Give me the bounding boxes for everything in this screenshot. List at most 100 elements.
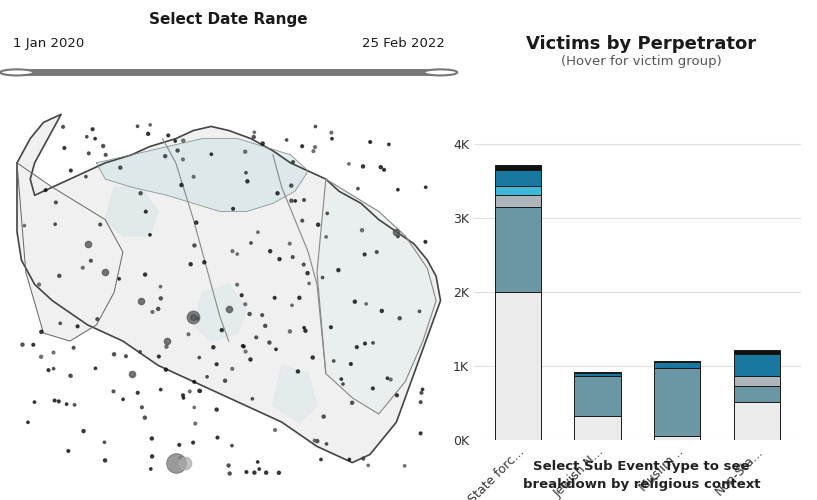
Point — [346, 399, 359, 407]
Point — [391, 232, 404, 240]
Point — [241, 178, 254, 186]
Point — [54, 320, 67, 328]
Point — [259, 322, 272, 330]
Point — [89, 364, 102, 372]
Point — [134, 348, 147, 356]
Point — [381, 374, 394, 382]
Point — [292, 294, 306, 302]
Point — [168, 137, 181, 145]
Point — [222, 304, 235, 312]
Bar — [574, 372, 621, 374]
Point — [219, 376, 232, 384]
Point — [280, 136, 293, 144]
Point — [398, 462, 411, 470]
Bar — [734, 376, 780, 386]
Point — [215, 326, 228, 334]
Text: Select Date Range: Select Date Range — [150, 12, 308, 26]
Point — [172, 441, 185, 449]
Point — [248, 128, 261, 136]
Point — [194, 387, 207, 395]
Point — [159, 366, 172, 374]
Point — [230, 280, 243, 288]
Point — [356, 162, 369, 170]
Point — [343, 456, 356, 464]
Point — [236, 342, 249, 350]
Point — [176, 136, 190, 144]
Point — [306, 354, 319, 362]
Point — [88, 134, 101, 142]
Point — [350, 343, 364, 351]
Point — [62, 447, 75, 455]
Bar — [654, 436, 700, 440]
Bar — [494, 207, 541, 292]
Bar — [574, 416, 621, 440]
Point — [390, 228, 403, 235]
Bar — [734, 402, 780, 440]
Point — [160, 342, 173, 350]
Point — [270, 346, 283, 354]
Point — [393, 314, 406, 322]
Point — [211, 434, 224, 442]
Point — [144, 231, 157, 239]
Point — [52, 398, 65, 406]
Point — [246, 395, 259, 403]
Point — [76, 264, 89, 272]
Point — [79, 172, 92, 180]
Point — [91, 315, 104, 323]
Point — [176, 392, 190, 400]
Point — [370, 248, 383, 256]
Point — [366, 384, 379, 392]
Point — [189, 420, 202, 428]
Circle shape — [0, 70, 33, 75]
Point — [413, 308, 426, 316]
Point — [210, 406, 223, 413]
Point — [355, 226, 368, 234]
Point — [243, 310, 257, 318]
Text: (Hover for victim group): (Hover for victim group) — [561, 55, 721, 68]
Point — [414, 398, 427, 406]
Point — [68, 401, 81, 409]
Bar — [734, 350, 780, 354]
Point — [309, 143, 322, 151]
Point — [53, 272, 66, 280]
Bar — [734, 386, 780, 402]
Circle shape — [424, 70, 458, 75]
Point — [325, 128, 338, 136]
Point — [136, 404, 149, 411]
Point — [119, 352, 132, 360]
Bar — [494, 196, 541, 207]
Point — [344, 360, 357, 368]
Text: Victims by Perpetrator: Victims by Perpetrator — [526, 35, 757, 53]
Point — [285, 302, 298, 310]
Point — [134, 189, 147, 197]
Point — [47, 348, 60, 356]
Point — [191, 314, 204, 322]
Point — [272, 469, 285, 477]
Point — [58, 144, 71, 152]
Point — [187, 313, 200, 321]
Point — [47, 364, 60, 372]
Point — [83, 150, 96, 158]
Point — [186, 438, 199, 446]
Point — [299, 327, 312, 335]
Point — [222, 462, 235, 469]
Point — [99, 151, 112, 159]
Point — [60, 400, 74, 408]
Point — [332, 266, 345, 274]
Point — [176, 156, 190, 164]
Point — [210, 360, 223, 368]
Point — [268, 294, 281, 302]
Point — [27, 341, 40, 349]
Point — [324, 323, 337, 331]
Point — [337, 380, 350, 388]
Point — [99, 456, 112, 464]
Point — [132, 389, 145, 397]
Point — [292, 368, 305, 376]
Point — [207, 344, 220, 351]
Point — [357, 454, 370, 462]
Point — [230, 250, 243, 258]
Point — [139, 208, 152, 216]
Point — [256, 311, 269, 319]
Point — [257, 140, 270, 147]
Point — [65, 166, 78, 174]
